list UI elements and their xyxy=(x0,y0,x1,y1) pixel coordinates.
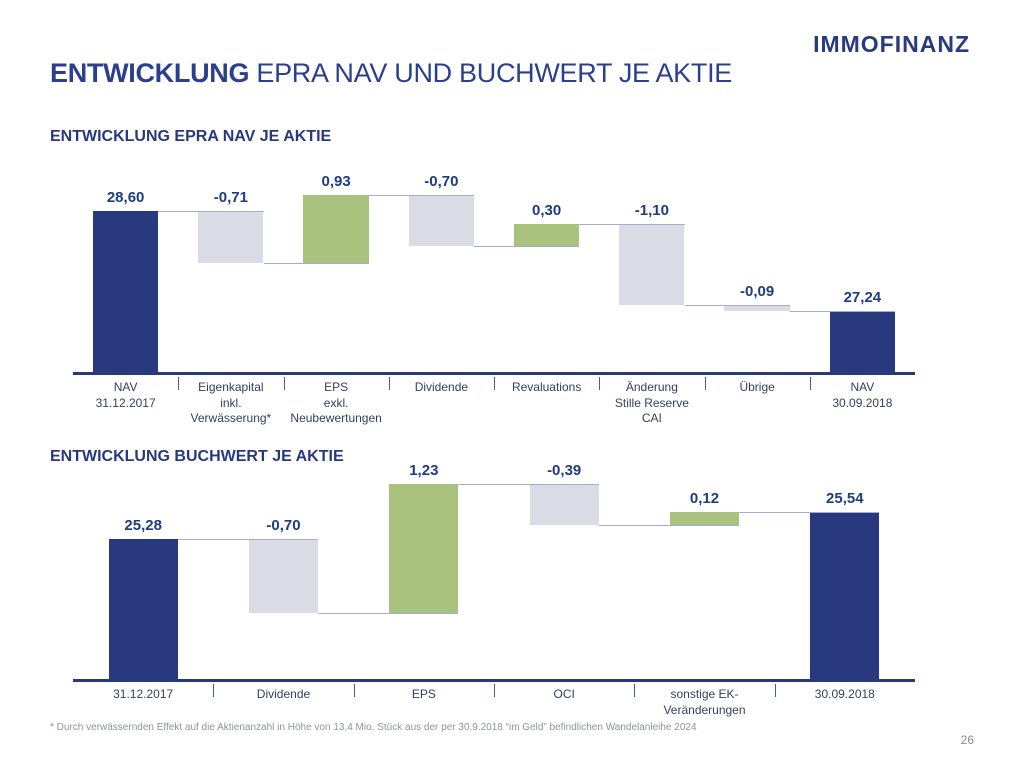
bar-value-label: 0,12 xyxy=(689,490,720,507)
waterfall-bar xyxy=(408,195,474,247)
waterfall-bar xyxy=(108,539,178,679)
waterfall-connector-line xyxy=(598,524,739,526)
chart-heading-epra-nav: ENTWICKLUNG EPRA NAV JE AKTIE xyxy=(50,128,332,145)
waterfall-plot-area: 25,28 -0,70 1,23 -0,39 0,12 25,54 xyxy=(73,462,915,679)
waterfall-plot-area: 28,60 -0,71 0,93 -0,70 0,30 -1,10 -0,09 27,24 xyxy=(73,160,915,372)
waterfall-connector-line xyxy=(158,211,264,213)
page-title-emphasis: ENTWICKLUNG xyxy=(50,58,250,88)
waterfall-bar xyxy=(619,224,685,305)
waterfall-connector-line xyxy=(368,195,474,197)
chart-heading-buchwert: ENTWICKLUNG BUCHWERT JE AKTIE xyxy=(50,448,344,465)
x-axis-category-label: Eigenkapital inkl. Verwässerung* xyxy=(178,375,283,427)
bar-value-label: 25,54 xyxy=(826,490,864,507)
x-axis-category-label: 31.12.2017 xyxy=(113,687,174,701)
waterfall-bar xyxy=(529,483,599,525)
waterfall-connector-line xyxy=(474,246,580,248)
waterfall-connector-line xyxy=(738,512,880,513)
waterfall-connector-line xyxy=(579,224,685,226)
bar-value-label: 0,93 xyxy=(321,173,351,191)
waterfall-bar xyxy=(810,512,880,679)
epra-nav-waterfall-chart: 28,60 -0,71 0,93 -0,70 0,30 -1,10 -0,09 27,24 NA… xyxy=(73,160,915,427)
bar-value-label: 1,23 xyxy=(409,461,439,479)
x-axis-category-label: 30.09.2018 xyxy=(774,682,915,718)
waterfall-bar xyxy=(389,483,459,613)
waterfall-bar xyxy=(670,512,739,525)
waterfall-connector-line xyxy=(458,483,599,485)
bar-value-label: -0,70 xyxy=(266,517,301,535)
waterfall-connector-line xyxy=(177,539,318,541)
waterfall-bar xyxy=(724,304,790,312)
x-axis-category-label: NAV 31.12.2017 xyxy=(95,380,156,410)
immofinanz-logo: IMMOFINANZ xyxy=(813,31,970,57)
bar-value-label: -0,71 xyxy=(213,189,248,207)
page-title-rest: EPRA NAV UND BUCHWERT JE AKTIE xyxy=(249,58,732,88)
x-axis-category-label: Revaluations xyxy=(494,375,599,427)
x-axis-category-label: sonstige EK- Veränderungen xyxy=(634,682,774,718)
x-axis-category-label: EPS xyxy=(353,682,494,718)
page-number: 26 xyxy=(960,733,974,747)
waterfall-bar xyxy=(249,539,318,613)
waterfall-connector-line xyxy=(789,311,895,313)
waterfall-connector-line xyxy=(263,263,369,265)
waterfall-bar xyxy=(513,224,580,247)
bar-value-label: -0,70 xyxy=(424,173,459,191)
x-axis-category-labels: 31.12.2017 Dividende EPS OCI sonstige EK- Ve… xyxy=(73,682,915,718)
waterfall-connector-line xyxy=(317,612,459,614)
bar-value-label: -0,39 xyxy=(547,461,582,479)
x-axis-category-label: OCI xyxy=(493,682,634,718)
x-axis-category-labels: NAV 31.12.2017 Eigenkapital inkl. Verwäss… xyxy=(73,375,915,427)
waterfall-bar xyxy=(198,211,264,264)
waterfall-connector-line xyxy=(684,304,790,306)
x-axis-category-label: Übrige xyxy=(704,375,810,427)
bar-value-label: 27,24 xyxy=(843,288,882,306)
x-axis-line xyxy=(73,679,915,682)
bar-value-label: -1,10 xyxy=(634,202,669,220)
x-axis-category-label: EPS exkl. Neubewertungen xyxy=(283,375,389,427)
buchwert-waterfall-chart: 25,28 -0,70 1,23 -0,39 0,12 25,54 31.12.2017 Di… xyxy=(73,462,915,718)
x-axis-category-label: Dividende xyxy=(213,682,353,718)
x-axis-category-label: NAV 30.09.2018 xyxy=(809,375,915,427)
bar-value-label: 25,28 xyxy=(124,517,162,535)
waterfall-bar xyxy=(303,195,369,264)
x-axis-category-label: Dividende xyxy=(388,375,494,427)
waterfall-bar xyxy=(829,310,895,372)
bar-value-label: 28,60 xyxy=(106,189,145,207)
x-axis-line xyxy=(73,372,915,375)
bar-value-label: -0,09 xyxy=(740,282,775,300)
waterfall-bar xyxy=(92,211,159,372)
bar-value-label: 0,30 xyxy=(532,202,562,220)
footnote: * Durch verwässernden Effekt auf die Akt… xyxy=(50,722,697,733)
page-title: ENTWICKLUNG EPRA NAV UND BUCHWERT JE AKT… xyxy=(50,58,732,89)
x-axis-category-label: Änderung Stille Reserve CAI xyxy=(599,375,704,427)
